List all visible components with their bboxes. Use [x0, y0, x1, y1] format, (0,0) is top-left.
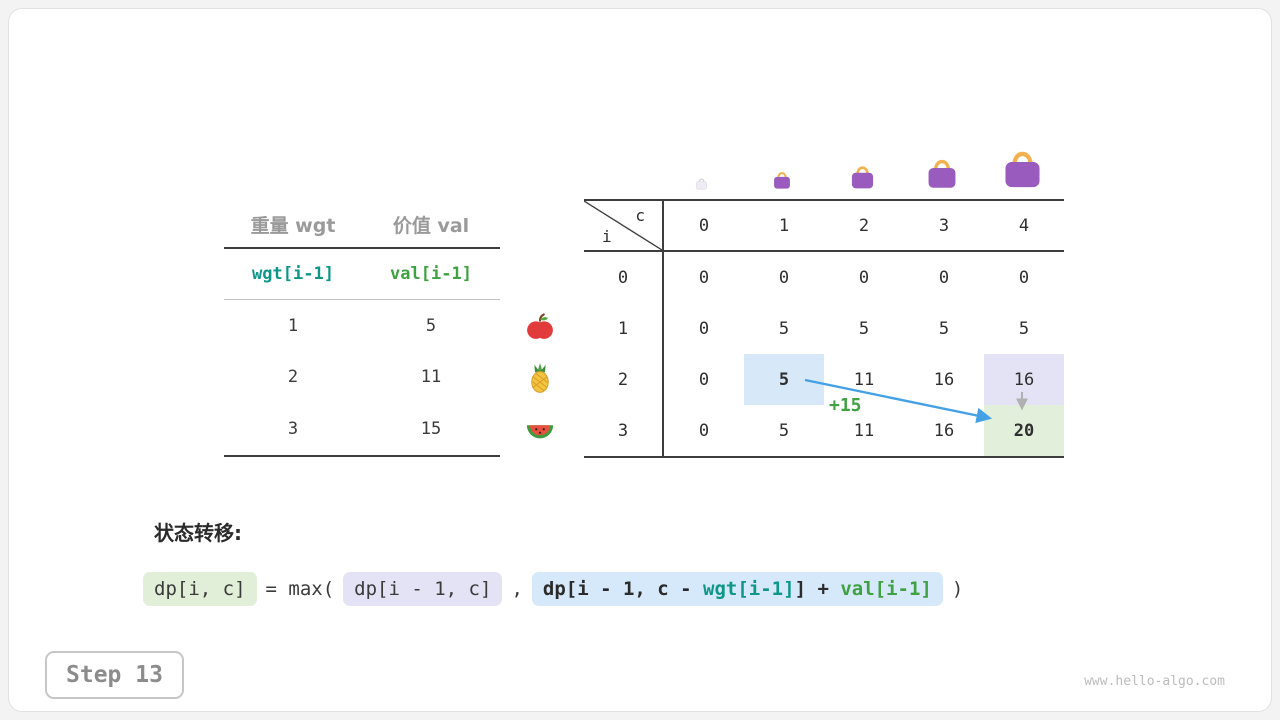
- pineapple-icon: [525, 363, 555, 393]
- figure-card: 重量 wgt 价值 val wgt[i-1] val[i-1] 1 5 2 11…: [8, 8, 1272, 712]
- dp-corner-cell: c i: [584, 201, 664, 250]
- dp-row-header: 1: [584, 303, 664, 354]
- dp-row: 3 0 5 11 16 20: [584, 405, 1064, 456]
- dp-cell-target-green: 20: [984, 405, 1064, 456]
- formula-comma: ,: [511, 578, 523, 600]
- dp-table: c i 0 1 2 3 4 0 0 0 0 0 0 1 0 5: [584, 199, 1064, 458]
- items-table: 重量 wgt 价值 val wgt[i-1] val[i-1] 1 5 2 11…: [224, 201, 500, 457]
- formula-arg-take-prefix: dp[i - 1, c -: [542, 578, 704, 600]
- item-row: 3 15: [224, 403, 500, 455]
- item-row: 2 11: [224, 352, 500, 404]
- dp-cell: 0: [858, 267, 870, 288]
- row-variable-label: i: [602, 227, 612, 246]
- dp-cell: 5: [778, 318, 790, 339]
- formula-section-label: 状态转移:: [154, 521, 242, 545]
- dp-cell-source-lavender: 16: [984, 354, 1064, 405]
- dp-cell: 16: [933, 369, 955, 390]
- dp-cell: 0: [778, 267, 790, 288]
- dp-row-header: 0: [584, 252, 664, 303]
- items-table-header: 重量 wgt 价值 val: [224, 201, 500, 249]
- formula-arg-take-val: val[i-1]: [840, 578, 932, 600]
- dp-row: 1 0 5 5 5 5: [584, 303, 1064, 354]
- formula-equals-max: = max(: [265, 578, 335, 600]
- dp-cell: 0: [698, 420, 710, 441]
- formula-lhs: dp[i, c]: [143, 572, 257, 606]
- formula-arg-take: dp[i - 1, c - wgt[i-1]] + val[i-1]: [531, 572, 943, 606]
- formula-arg-take-wgt: wgt[i-1]: [703, 578, 795, 600]
- wgt-var-label: wgt[i-1]: [252, 264, 334, 284]
- dp-col-header: 3: [938, 215, 950, 236]
- item-row: 1 5: [224, 300, 500, 352]
- dp-row: 0 0 0 0 0 0: [584, 252, 1064, 303]
- dp-cell: 0: [938, 267, 950, 288]
- watermelon-icon: [525, 414, 555, 444]
- items-col-weight-header: 重量 wgt: [250, 214, 336, 237]
- dp-cell: 0: [698, 318, 710, 339]
- watermark: www.hello-algo.com: [1084, 674, 1225, 689]
- dp-cell: 0: [1018, 267, 1030, 288]
- dp-table-header-row: c i 0 1 2 3 4: [584, 201, 1064, 252]
- dp-col-header: 4: [1018, 215, 1030, 236]
- dp-cell: 5: [778, 420, 790, 441]
- dp-cell: 0: [698, 267, 710, 288]
- bag-ghost-icon: [695, 176, 708, 190]
- formula-close-paren: ): [951, 578, 964, 600]
- dp-cell: 5: [938, 318, 950, 339]
- dp-col-header: 2: [858, 215, 870, 236]
- dp-row-header: 2: [584, 354, 664, 405]
- dp-cell: 11: [853, 420, 875, 441]
- corner-diagonal-line: [584, 201, 662, 250]
- step-badge-label: Step 13: [66, 662, 163, 688]
- item-weight: 1: [287, 315, 299, 336]
- transition-formula: dp[i, c] = max( dp[i - 1, c] , dp[i - 1,…: [143, 572, 972, 606]
- items-var-row: wgt[i-1] val[i-1]: [224, 249, 500, 300]
- item-value: 11: [420, 367, 442, 388]
- dp-cell: 5: [858, 318, 870, 339]
- val-var-label: val[i-1]: [390, 264, 472, 284]
- item-value: 15: [420, 418, 442, 439]
- dp-row: 2 0 5 11 16 16: [584, 354, 1064, 405]
- dp-cell: 16: [933, 420, 955, 441]
- step-badge: Step 13: [45, 651, 184, 699]
- bag-xlarge-icon: [1001, 143, 1044, 190]
- items-col-value-header: 价值 val: [392, 214, 470, 237]
- formula-arg-take-mid: ] +: [794, 578, 841, 600]
- item-value: 5: [425, 315, 437, 336]
- dp-col-header: 1: [778, 215, 790, 236]
- dp-col-header: 0: [698, 215, 710, 236]
- dp-cell: 0: [698, 369, 710, 390]
- item-weight: 2: [287, 367, 299, 388]
- apple-icon: [525, 312, 555, 342]
- dp-cell-source-blue: 5: [744, 354, 824, 405]
- col-variable-label: c: [635, 206, 645, 225]
- transition-gain-label: +15: [829, 395, 862, 416]
- dp-row-header: 3: [584, 405, 664, 456]
- dp-cell: 5: [1018, 318, 1030, 339]
- item-weight: 3: [287, 418, 299, 439]
- bag-large-icon: [925, 153, 959, 190]
- bag-medium-icon: [849, 161, 876, 190]
- bag-small-icon: [772, 168, 792, 190]
- formula-arg-keep: dp[i - 1, c]: [343, 572, 503, 606]
